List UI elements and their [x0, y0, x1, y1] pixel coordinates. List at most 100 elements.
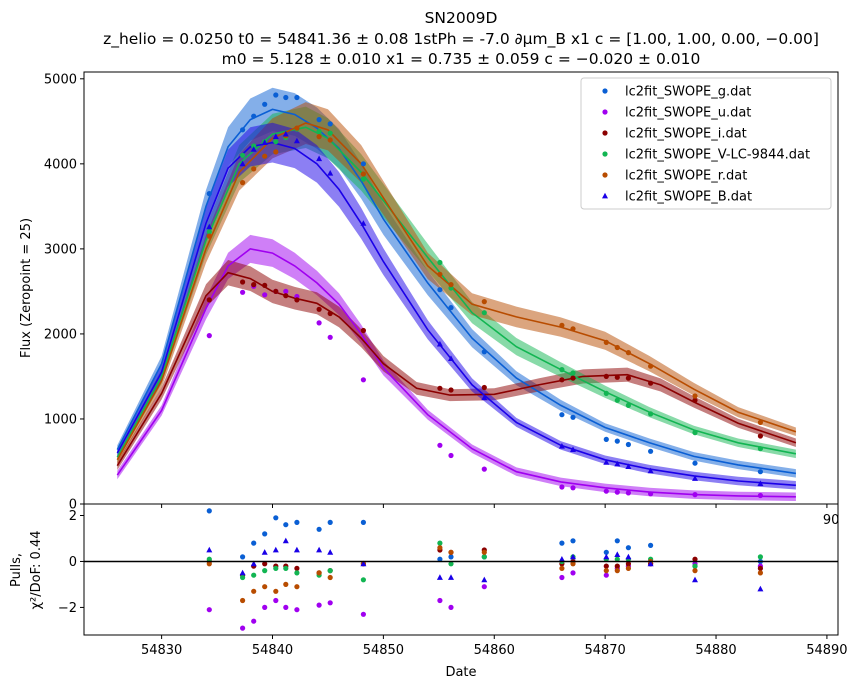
data-point-v-lc-9844 — [316, 128, 322, 135]
data-point-b — [327, 170, 334, 176]
pulls-x-axis-label: Date — [445, 665, 476, 680]
data-point-b — [570, 446, 576, 452]
data-point-g — [437, 287, 443, 293]
data-point-r — [240, 180, 246, 186]
pull-point-v-lc-9844 — [448, 561, 454, 567]
legend-box — [580, 77, 832, 210]
pulls-y-label-line1: Pulls, — [9, 553, 24, 587]
data-point-g — [448, 305, 454, 311]
data-point-r — [206, 233, 212, 239]
pulls-y-tick-label: 0 — [69, 555, 77, 570]
data-point-b — [316, 155, 323, 162]
pull-point-u — [283, 604, 289, 611]
pulls-y-tick-label: −2 — [58, 601, 77, 616]
pull-point-g — [360, 519, 366, 526]
data-point-g — [614, 438, 620, 444]
data-point-i — [206, 297, 212, 303]
pull-point-b — [239, 569, 246, 576]
pull-point-v-lc-9844 — [437, 540, 443, 546]
pull-point-r — [251, 588, 257, 594]
pull-point-v-lc-9844 — [294, 570, 300, 576]
pull-point-v-lc-9844 — [327, 568, 333, 574]
data-point-v-lc-9844 — [206, 229, 212, 235]
data-point-u — [603, 488, 609, 494]
pull-point-r — [294, 584, 300, 590]
data-point-b — [250, 146, 257, 152]
pull-point-i — [625, 561, 632, 567]
data-point-u — [316, 320, 322, 326]
data-point-b — [614, 460, 621, 467]
pull-point-g — [570, 538, 576, 544]
flux-panel: 0 1000 2000 3000 4000 5000 90 Flux (Zeropoint… — [19, 71, 839, 528]
legend: lc2fit_SWOPE_g.dat lc2fit_SWOPE_u.dat lc2f… — [580, 77, 832, 210]
data-point-r — [757, 419, 764, 425]
data-point-g — [251, 113, 257, 119]
data-point-b — [272, 133, 279, 139]
data-point-v-lc-9844 — [273, 139, 279, 145]
pulls-x-tick-label: 54840 — [252, 643, 293, 658]
pull-point-b — [625, 553, 632, 560]
pull-point-v-lc-9844 — [481, 554, 487, 560]
data-point-v-lc-9844 — [559, 367, 565, 373]
pull-point-i — [294, 565, 300, 572]
pull-point-g — [614, 538, 620, 544]
flux-y-tick-label: 5000 — [44, 72, 77, 87]
data-point-b — [692, 475, 698, 481]
data-point-v-lc-9844 — [614, 397, 620, 403]
data-point-g — [603, 436, 609, 442]
pull-point-u — [481, 584, 487, 590]
fit-curve-g — [116, 108, 797, 475]
pull-point-u — [316, 602, 322, 608]
pull-point-u — [251, 618, 257, 624]
legend-label-r: lc2fit_SWOPE_r.dat — [625, 169, 747, 184]
data-point-g — [692, 460, 698, 466]
pull-point-i — [603, 563, 609, 569]
flux-y-tick-label: 4000 — [44, 157, 77, 172]
pulls-panel: −2 0 2 54830 54840 54850 54860 54870 54880 54890… — [9, 503, 848, 680]
data-point-i — [614, 374, 620, 380]
pulls-x-tick-label: 54850 — [363, 643, 404, 658]
data-point-g — [262, 101, 268, 107]
pull-point-u — [448, 604, 454, 611]
pull-point-b — [436, 574, 443, 580]
pull-point-i — [262, 561, 268, 567]
pull-point-u — [294, 607, 300, 613]
data-point-i — [240, 279, 246, 285]
data-point-i — [448, 387, 454, 393]
data-point-r — [273, 149, 279, 155]
data-point-r — [559, 322, 565, 328]
legend-marker-b — [602, 192, 608, 199]
data-point-b — [282, 130, 289, 137]
pull-point-b — [282, 537, 289, 544]
pulls-x-tick-label: 54890 — [806, 643, 847, 658]
pulls-y-tick-label: 2 — [69, 509, 77, 524]
pull-point-b — [570, 553, 576, 560]
flux-y-tick-label: 0 — [69, 498, 77, 513]
data-point-v-lc-9844 — [570, 370, 576, 376]
pull-point-b — [360, 560, 367, 567]
pull-point-b — [327, 549, 334, 555]
pull-point-g — [316, 526, 322, 532]
pull-point-r — [570, 561, 576, 567]
pull-point-g — [251, 540, 257, 546]
pull-point-u — [570, 570, 576, 576]
chart-subtitle-line2: m0 = 5.128 ± 0.010 x1 = 0.735 ± 0.059 c … — [222, 50, 701, 68]
data-point-b — [625, 463, 632, 469]
data-point-i — [692, 397, 698, 403]
data-point-i — [481, 384, 487, 391]
pull-point-r — [559, 565, 565, 572]
pull-point-b — [757, 585, 764, 592]
data-point-r — [481, 299, 487, 305]
data-point-i — [294, 297, 300, 303]
data-point-u — [437, 442, 443, 448]
data-point-b — [239, 160, 246, 167]
data-point-b — [603, 459, 610, 465]
data-point-g — [757, 469, 764, 475]
flux-y-tick-label: 3000 — [44, 242, 77, 257]
pull-point-u — [206, 607, 212, 613]
data-point-i — [570, 375, 576, 381]
data-point-r — [692, 393, 698, 399]
pull-point-i — [614, 563, 620, 569]
pull-point-v-lc-9844 — [757, 554, 764, 560]
data-point-u — [692, 492, 698, 498]
